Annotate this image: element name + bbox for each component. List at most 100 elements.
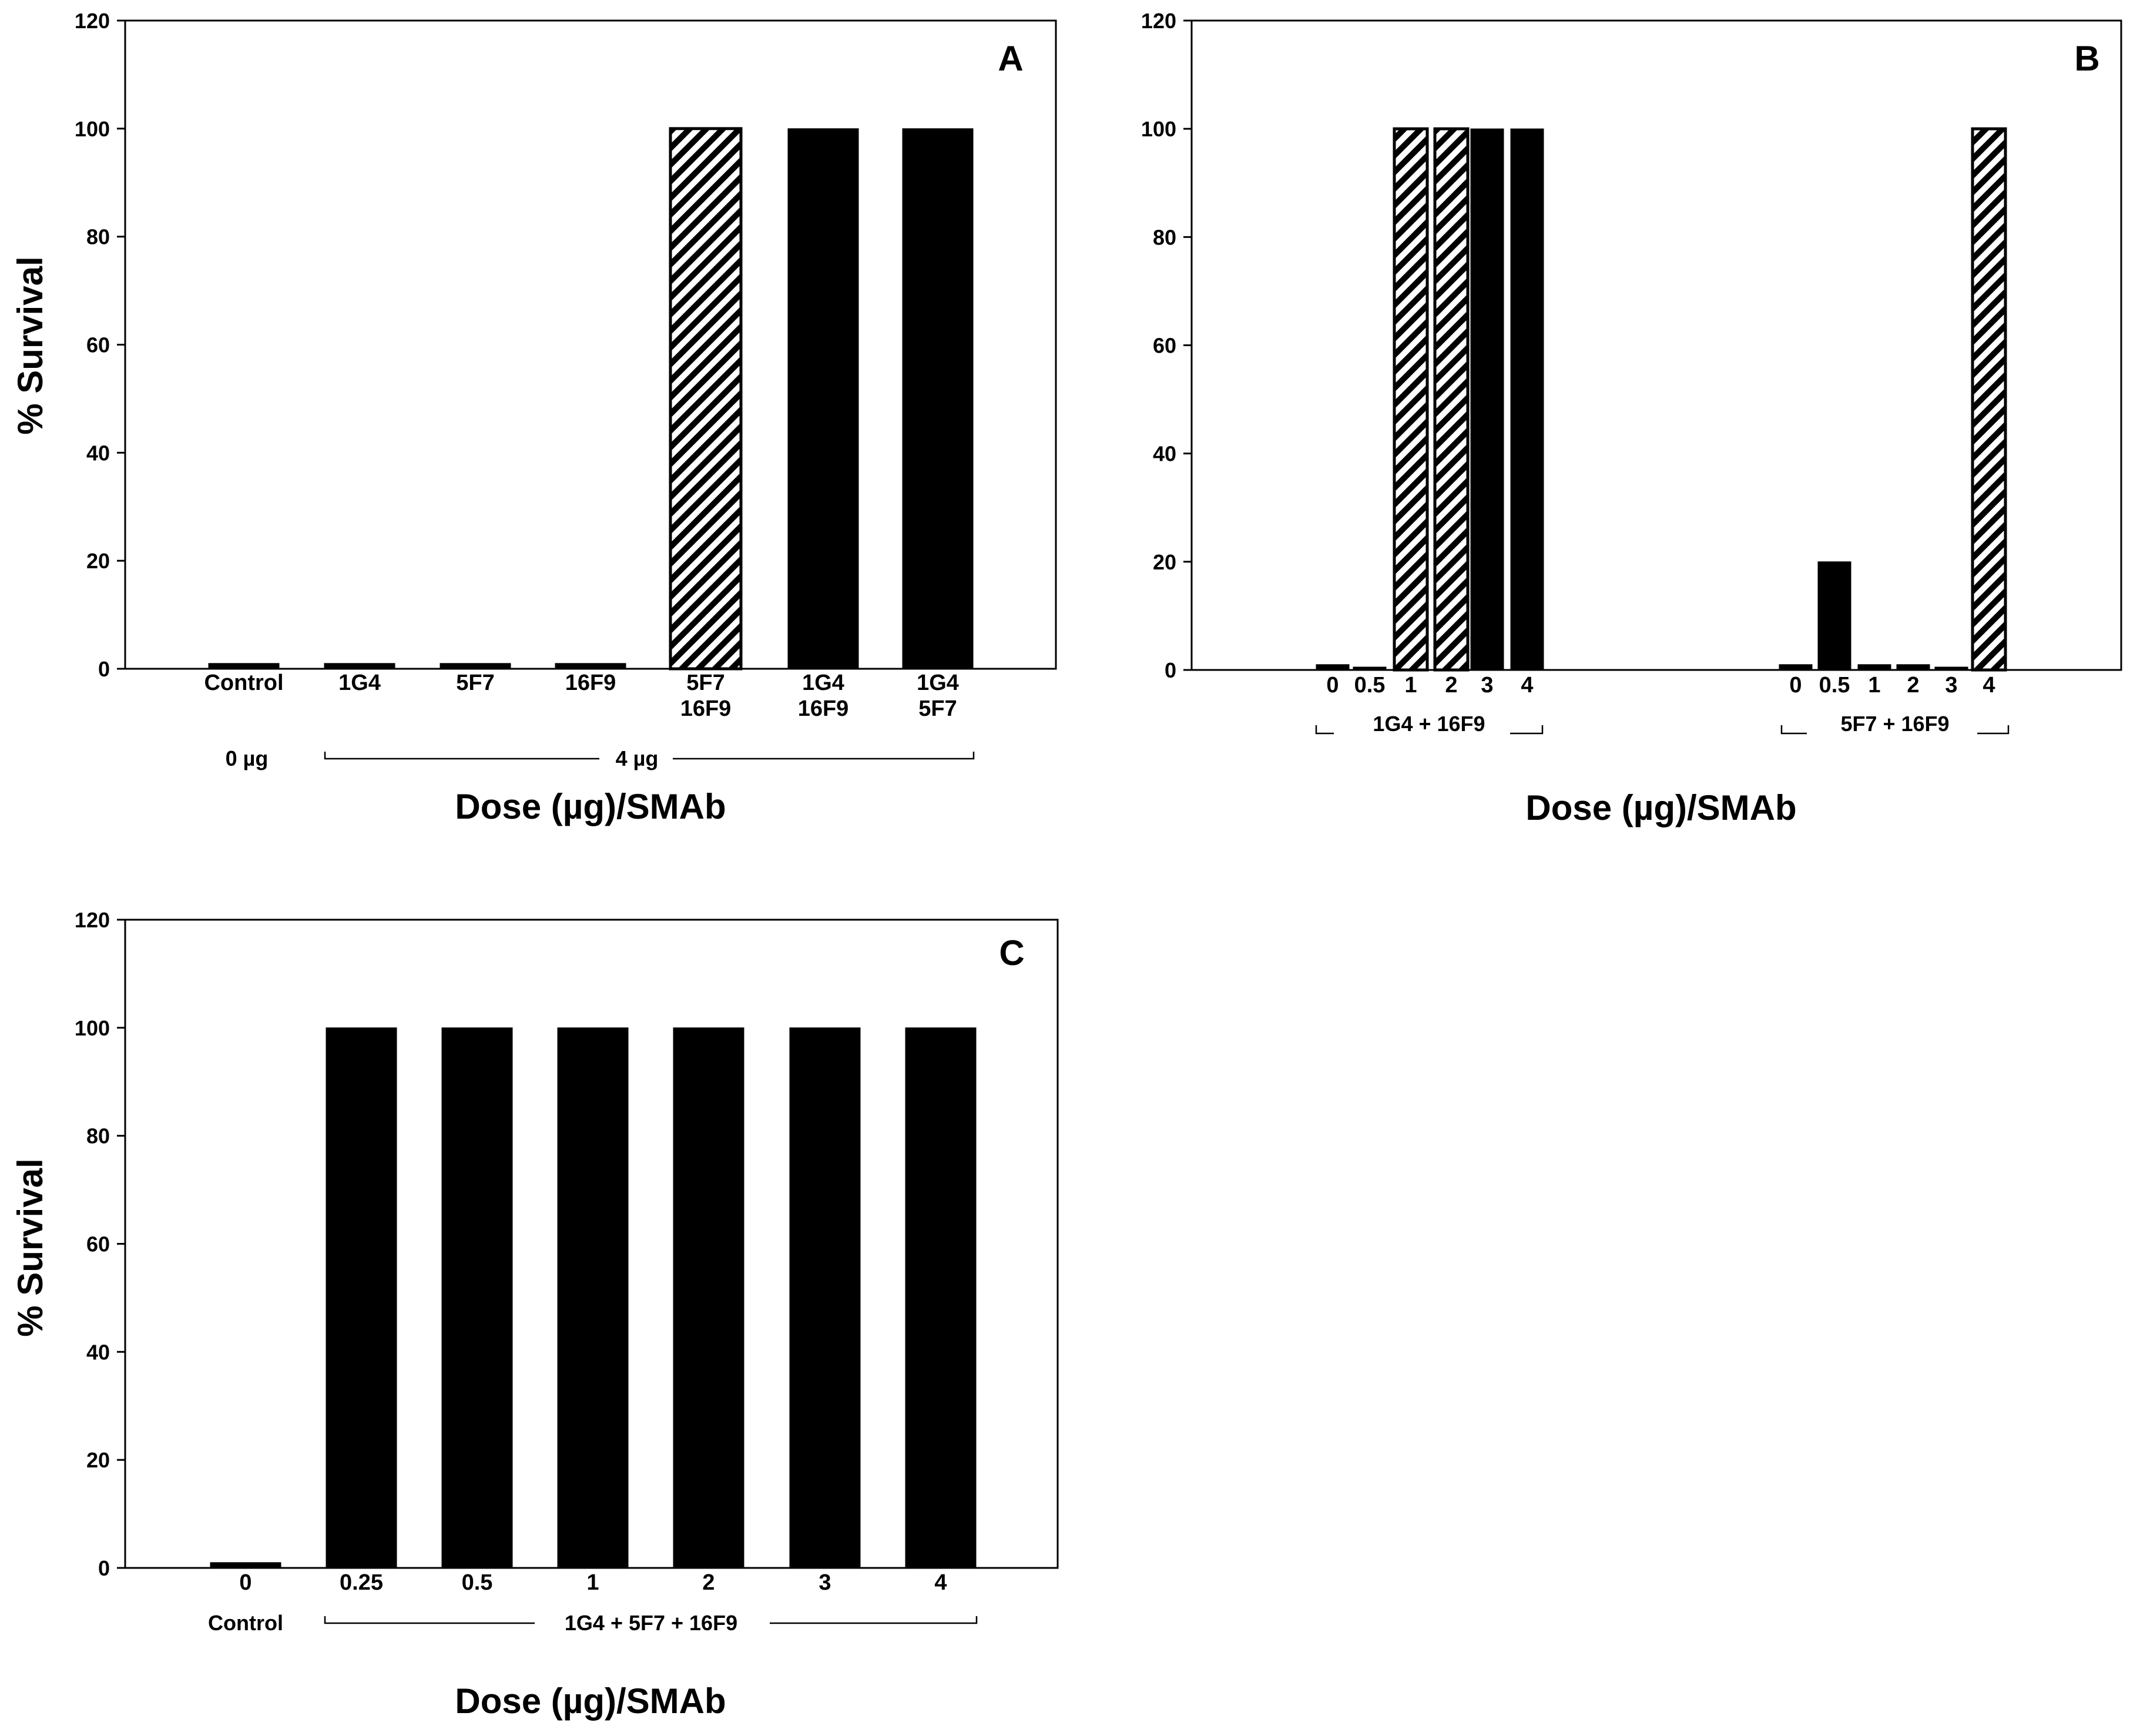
y-tick-label: 60: [86, 1232, 110, 1256]
group-bracket: [673, 752, 975, 760]
group-bracket: [324, 1616, 535, 1624]
x-tick-label: 3: [1945, 673, 1957, 698]
y-tick-label: 120: [75, 9, 110, 33]
group-label: 1G4 + 16F9: [1373, 712, 1485, 736]
x-tick-label: 1G4: [802, 671, 844, 695]
y-tick-label: 20: [86, 1448, 110, 1472]
bar: [208, 663, 280, 669]
bar: [1393, 127, 1429, 672]
x-tick-label: 4: [934, 1570, 947, 1595]
group-label: 4 µg: [616, 746, 659, 770]
x-tick-label: 0.5: [462, 1570, 493, 1595]
x-tick-label: 1: [1868, 673, 1880, 698]
bar: [326, 1027, 397, 1569]
x-axis-label: Dose (µg)/SMAb: [455, 787, 726, 826]
x-tick-label: Control: [204, 671, 283, 695]
bar: [210, 1562, 281, 1569]
panel-letter: A: [998, 39, 1023, 78]
bar: [1971, 127, 2007, 672]
bar: [1353, 666, 1387, 671]
group-bracket: [1510, 725, 1544, 735]
x-tick-label: 4: [1521, 673, 1533, 698]
bar: [1316, 664, 1350, 671]
y-tick-label: 40: [86, 1340, 110, 1364]
panel-letter: C: [999, 933, 1024, 973]
bar: [669, 127, 743, 671]
bar: [1934, 666, 1968, 671]
group-bracket: [770, 1616, 978, 1624]
x-tick-label: 0: [1326, 673, 1339, 698]
bar: [555, 663, 626, 669]
group-label: 5F7 + 16F9: [1840, 712, 1949, 736]
x-tick-label: 1: [586, 1570, 599, 1595]
bar: [1510, 128, 1544, 671]
x-tick-label: 1G4: [917, 671, 959, 695]
panel-c: 0 20 40 60 80 100 120 0 0.25 0.5 1 2 3 4 Control 1G4 + …: [11, 908, 1059, 1721]
x-tick-label: 0.5: [1354, 673, 1386, 698]
bar: [673, 1027, 744, 1569]
x-tick-label: 0.25: [340, 1570, 383, 1595]
group-bracket: [324, 752, 599, 760]
x-axis-label: Dose (µg)/SMAb: [455, 1681, 726, 1721]
x-tick-label: 1: [1404, 673, 1417, 698]
group-label: Control: [208, 1611, 283, 1635]
bar: [1857, 664, 1891, 671]
y-tick-label: 40: [86, 441, 110, 465]
bar: [1817, 561, 1851, 671]
x-tick-label: 4: [1983, 673, 1995, 698]
x-tick-label: 16F9: [565, 671, 616, 695]
x-tick-label: 5F7: [918, 696, 957, 721]
x-tick-label: 1G4: [338, 671, 381, 695]
bar: [1779, 664, 1813, 671]
y-tick-label: 100: [1141, 117, 1176, 141]
bar: [1433, 127, 1470, 672]
bar: [440, 663, 511, 669]
x-tick-label: 16F9: [798, 696, 849, 721]
y-tick-label: 80: [1153, 225, 1176, 249]
group-label: 0 µg: [226, 746, 269, 770]
x-tick-label: 2: [1907, 673, 1919, 698]
y-tick-label: 60: [1153, 334, 1176, 358]
y-tick-label: 60: [86, 333, 110, 357]
y-tick-label: 0: [1165, 658, 1176, 682]
group-bracket: [1315, 725, 1334, 735]
x-tick-label: 3: [819, 1570, 831, 1595]
bar: [787, 128, 859, 669]
bar: [789, 1027, 861, 1569]
group-label: 1G4 + 5F7 + 16F9: [565, 1611, 737, 1635]
y-axis-label: % Survival: [11, 1158, 50, 1337]
bar: [905, 1027, 977, 1569]
x-axis-label: Dose (µg)/SMAb: [1525, 788, 1796, 827]
y-tick-label: 80: [86, 1124, 110, 1148]
y-tick-label: 20: [86, 549, 110, 573]
x-tick-label: 0.5: [1819, 673, 1850, 698]
y-tick-label: 120: [1141, 9, 1176, 33]
x-tick-label: 2: [702, 1570, 715, 1595]
group-bracket: [1780, 725, 1807, 735]
y-tick-label: 100: [75, 117, 110, 141]
y-tick-label: 120: [75, 908, 110, 932]
x-tick-label: 0: [1789, 673, 1802, 698]
x-tick-label: 5F7: [686, 671, 724, 695]
x-tick-label: 2: [1445, 673, 1457, 698]
y-tick-label: 100: [75, 1016, 110, 1040]
group-bracket: [1977, 725, 2010, 735]
bar: [1896, 664, 1930, 671]
bar: [441, 1027, 513, 1569]
x-tick-label: 3: [1481, 673, 1493, 698]
x-tick-label: 5F7: [456, 671, 494, 695]
bar: [557, 1027, 629, 1569]
x-tick-label: 16F9: [680, 696, 732, 721]
y-tick-label: 80: [86, 225, 110, 249]
y-axis-label: % Survival: [11, 256, 50, 435]
panel-letter: B: [2074, 39, 2099, 78]
y-tick-label: 40: [1153, 442, 1176, 466]
x-tick-label: 0: [239, 1570, 251, 1595]
bar: [324, 663, 395, 669]
y-tick-label: 20: [1153, 550, 1176, 574]
bar: [902, 128, 974, 669]
bar: [1470, 128, 1504, 671]
